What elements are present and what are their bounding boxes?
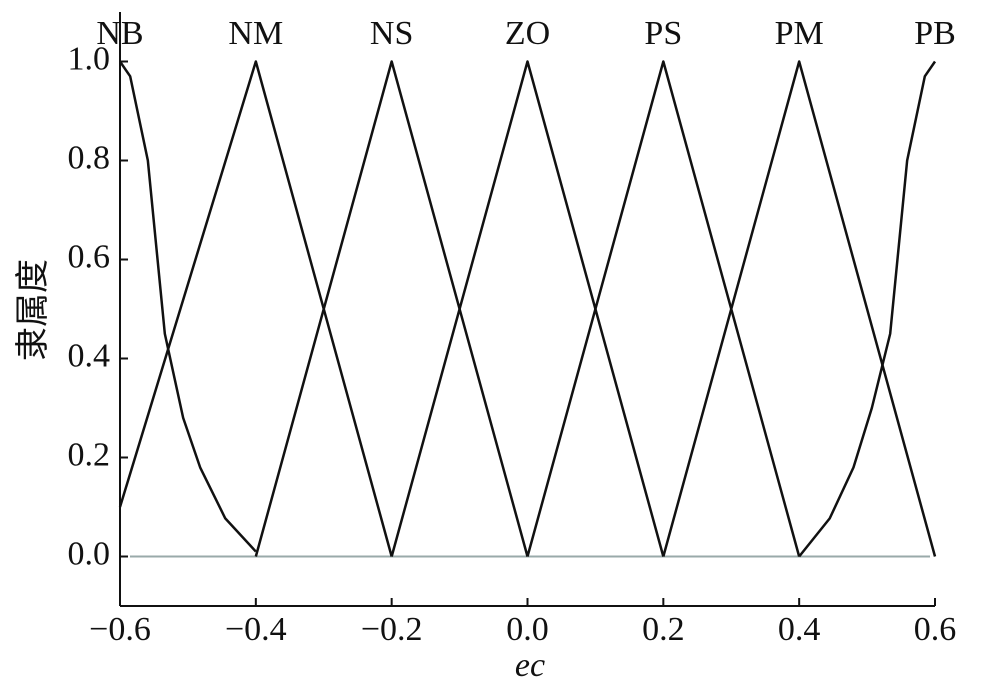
x-tick-label: 0.2 — [642, 611, 685, 648]
series-label: ZO — [505, 15, 550, 52]
x-tick-label: −0.4 — [225, 611, 287, 648]
membership-line — [118, 60, 257, 553]
x-tick-label: 0.0 — [506, 611, 549, 648]
x-tick-label: 0.4 — [778, 611, 821, 648]
membership-line — [254, 60, 529, 557]
membership-line — [390, 60, 665, 557]
y-tick-label: 0.2 — [68, 436, 111, 473]
x-tick-label: −0.2 — [361, 611, 423, 648]
membership-line — [118, 60, 393, 557]
y-tick-label: 0.8 — [68, 139, 111, 176]
membership-line — [798, 60, 937, 558]
x-axis-label: ec — [515, 647, 545, 684]
x-tick-label: −0.6 — [89, 611, 151, 648]
x-tick-label: 0.6 — [914, 611, 957, 648]
series-label: PB — [914, 15, 956, 52]
y-tick-label: 1.0 — [68, 40, 111, 77]
y-axis-label: 隶属度 — [14, 259, 52, 361]
series-label: PM — [775, 15, 824, 52]
series-label: NS — [370, 15, 413, 52]
membership-line — [662, 60, 937, 557]
y-tick-label: 0.0 — [68, 535, 111, 572]
series-label: PS — [644, 15, 682, 52]
y-tick-label: 0.4 — [68, 337, 111, 374]
series-label: NB — [96, 15, 143, 52]
membership-line — [526, 60, 801, 557]
series-label: NM — [228, 15, 283, 52]
y-tick-label: 0.6 — [68, 238, 111, 275]
